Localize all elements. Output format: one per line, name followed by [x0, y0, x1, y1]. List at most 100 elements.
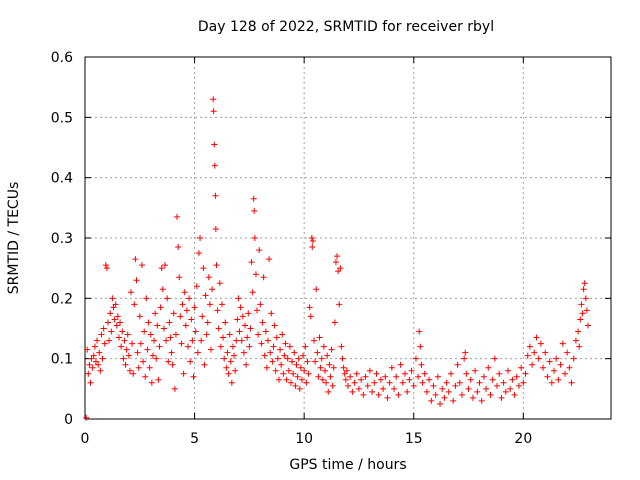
data-point	[270, 343, 277, 350]
data-point	[511, 391, 518, 398]
data-point	[262, 328, 269, 335]
data-point	[89, 364, 96, 371]
data-point	[575, 328, 582, 335]
data-point	[395, 391, 402, 398]
data-point	[441, 394, 448, 401]
data-point	[343, 367, 350, 374]
data-point	[194, 349, 201, 356]
data-point	[296, 385, 303, 392]
data-point	[342, 376, 349, 383]
data-point	[478, 397, 485, 404]
data-point	[211, 141, 218, 148]
data-point	[237, 304, 244, 311]
data-point	[182, 322, 189, 329]
x-tick-label: 20	[514, 431, 532, 447]
data-point	[165, 358, 172, 365]
chart-title: Day 128 of 2022, SRMTID for receiver rby…	[198, 19, 494, 35]
data-point	[100, 325, 107, 332]
data-point	[531, 349, 538, 356]
data-point	[235, 295, 242, 302]
data-point	[148, 379, 155, 386]
data-point	[266, 256, 273, 263]
data-point	[179, 301, 186, 308]
data-point	[201, 361, 208, 368]
data-point	[244, 334, 251, 341]
data-point	[443, 379, 450, 386]
data-point	[326, 361, 333, 368]
data-point	[193, 283, 200, 290]
data-point	[259, 319, 266, 326]
data-point	[205, 274, 212, 281]
data-point	[195, 250, 202, 257]
data-point	[226, 331, 233, 338]
data-point	[564, 349, 571, 356]
data-point	[561, 370, 568, 377]
data-point	[458, 391, 465, 398]
data-point	[97, 367, 104, 374]
data-point	[583, 307, 590, 314]
data-point	[85, 370, 92, 377]
data-point	[537, 340, 544, 347]
data-point	[428, 397, 435, 404]
x-tick-label: 10	[295, 431, 313, 447]
data-point	[371, 379, 378, 386]
data-point	[250, 195, 257, 202]
data-point	[285, 367, 292, 374]
data-point	[298, 376, 305, 383]
data-point	[520, 379, 527, 386]
data-point	[96, 349, 103, 356]
data-point	[218, 301, 225, 308]
data-point	[472, 367, 479, 374]
data-point	[125, 352, 132, 359]
data-point	[507, 385, 514, 392]
data-point	[434, 373, 441, 380]
data-point	[570, 355, 577, 362]
data-point	[223, 364, 230, 371]
data-point	[160, 325, 167, 332]
data-point	[156, 343, 163, 350]
data-point	[331, 319, 338, 326]
data-point	[166, 319, 173, 326]
data-point	[215, 325, 222, 332]
data-point	[572, 337, 579, 344]
data-point	[279, 331, 286, 338]
data-point	[301, 367, 308, 374]
data-point	[426, 376, 433, 383]
data-point	[90, 352, 97, 359]
data-point	[341, 370, 348, 377]
data-point	[410, 382, 417, 389]
data-point	[463, 370, 470, 377]
data-point	[278, 361, 285, 368]
data-point	[450, 397, 457, 404]
data-point	[243, 361, 250, 368]
data-point	[362, 373, 369, 380]
data-point	[308, 235, 315, 241]
data-point	[258, 340, 265, 347]
data-point	[305, 370, 312, 377]
data-point	[176, 274, 183, 281]
data-point	[366, 367, 373, 374]
data-point	[388, 364, 395, 371]
data-point	[380, 385, 387, 392]
data-point	[337, 265, 344, 272]
x-tick-label: 5	[190, 431, 199, 447]
data-point	[200, 265, 207, 272]
data-point	[265, 337, 272, 344]
data-point	[280, 370, 287, 377]
data-point	[199, 313, 206, 320]
data-point	[544, 373, 551, 380]
data-point	[315, 373, 322, 380]
data-point	[190, 373, 197, 380]
data-point	[256, 247, 263, 254]
data-point	[221, 355, 228, 362]
data-point	[248, 259, 255, 266]
y-tick-label: 0.3	[51, 231, 73, 247]
data-point	[251, 207, 258, 214]
data-point	[197, 235, 204, 241]
data-point	[102, 262, 109, 269]
data-point	[355, 385, 362, 392]
data-point	[212, 225, 219, 232]
data-point	[229, 343, 236, 350]
data-point	[498, 394, 505, 401]
data-point	[140, 358, 147, 365]
